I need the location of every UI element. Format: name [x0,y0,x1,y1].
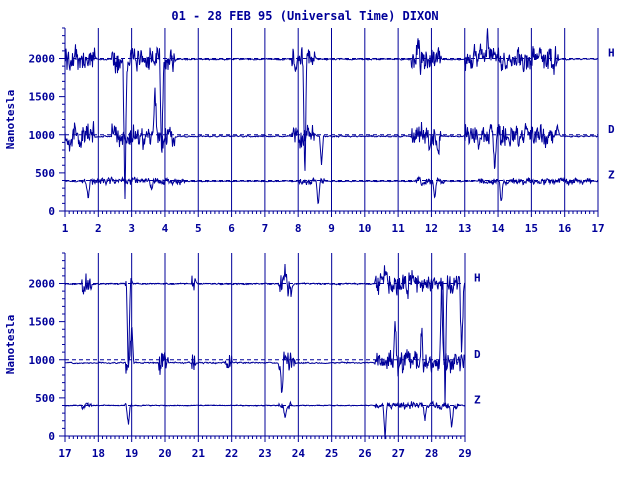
x-tick-label: 8 [295,222,302,235]
x-tick-label: 14 [491,222,505,235]
x-tick-label: 13 [458,222,471,235]
x-tick-label: 4 [162,222,169,235]
x-tick-label: 25 [325,447,338,460]
y-axis-label: Nanotesla [4,315,17,375]
x-tick-label: 15 [525,222,538,235]
x-tick-label: 19 [125,447,138,460]
series-h-trace [64,263,466,406]
x-tick-label: 21 [192,447,206,460]
series-d-trace [64,87,599,169]
x-tick-label: 16 [558,222,572,235]
y-tick-label: 500 [35,392,55,405]
y-tick-label: 0 [48,205,55,218]
series-label-d: D [608,123,615,136]
x-tick-label: 9 [328,222,335,235]
y-tick-label: 2000 [29,53,56,66]
x-tick-label: 5 [195,222,202,235]
y-tick-label: 1000 [29,354,56,367]
x-tick-label: 10 [358,222,371,235]
x-tick-label: 26 [358,447,372,460]
series-label-d: D [474,348,481,361]
x-tick-label: 29 [458,447,471,460]
x-tick-label: 12 [425,222,438,235]
x-tick-label: 20 [158,447,171,460]
y-axis-label: Nanotesla [4,90,17,150]
series-d-trace [64,281,466,393]
x-tick-label: 28 [425,447,438,460]
series-label-h: H [608,47,615,60]
x-tick-label: 7 [262,222,269,235]
x-tick-label: 3 [128,222,135,235]
x-tick-label: 23 [258,447,271,460]
series-label-h: H [474,272,481,285]
x-tick-label: 1 [62,222,69,235]
x-tick-label: 18 [92,447,105,460]
x-tick-label: 17 [591,222,604,235]
series-label-z: Z [608,169,615,182]
lower-panel: 0 500 1000 1500 2000 17 18 19 20 21 22 23 24 25 26 27 28… [4,252,481,460]
y-tick-label: 1500 [29,91,56,104]
y-tick-label: 0 [48,430,55,443]
series-h-trace [64,28,599,200]
y-tick-label: 1500 [29,316,56,329]
y-tick-label: 500 [35,167,55,180]
y-tick-label: 1000 [29,129,56,142]
y-tick-label: 2000 [29,278,56,291]
x-tick-label: 11 [392,222,406,235]
series-z-trace [65,400,466,440]
x-tick-label: 24 [292,447,306,460]
x-tick-label: 17 [58,447,71,460]
x-tick-label: 27 [392,447,405,460]
x-tick-label: 6 [228,222,235,235]
x-tick-label: 22 [225,447,238,460]
series-z-trace [64,175,599,205]
series-label-z: Z [474,394,481,407]
x-tick-label: 2 [95,222,102,235]
chart-title: 01 - 28 FEB 95 (Universal Time) DIXON [171,9,438,23]
